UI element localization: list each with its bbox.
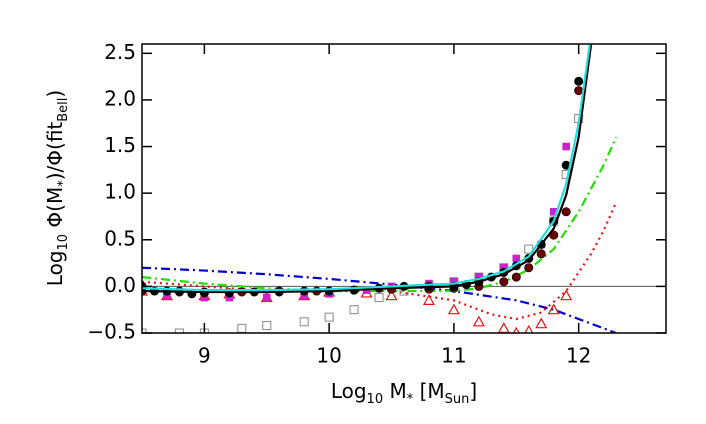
y-tick-label: 2.5 bbox=[104, 40, 136, 64]
marker-square bbox=[450, 277, 458, 286]
marker-open-square bbox=[262, 321, 272, 331]
y-tick-label: 1.0 bbox=[104, 180, 136, 204]
label-part: [M bbox=[413, 379, 444, 403]
marker-open-triangle bbox=[385, 289, 398, 301]
subscript: 10 bbox=[367, 392, 384, 407]
x-tick-label: 9 bbox=[198, 344, 211, 368]
marker-square bbox=[500, 263, 508, 272]
marker-open-triangle bbox=[422, 294, 435, 305]
marker-open-triangle bbox=[560, 289, 573, 301]
plot-area bbox=[142, 44, 666, 333]
marker-open-square bbox=[324, 312, 334, 322]
marker-square bbox=[549, 208, 558, 216]
marker-open-square bbox=[174, 328, 184, 333]
axes-frame bbox=[141, 43, 667, 334]
label-part: )/Φ(fit bbox=[43, 122, 67, 181]
marker-square bbox=[262, 293, 271, 302]
marker-open-triangle bbox=[535, 317, 548, 329]
marker-open-triangle bbox=[497, 322, 510, 333]
series-line bbox=[142, 266, 617, 333]
marker-circle bbox=[536, 249, 546, 259]
x-tick-label: 11 bbox=[441, 344, 466, 368]
y-axis-label: Log10 Φ(M*)/Φ(fitBell) bbox=[43, 90, 71, 286]
marker-open-triangle bbox=[447, 303, 460, 315]
label-part: Φ(M bbox=[43, 187, 67, 234]
marker-circle bbox=[561, 207, 571, 217]
y-tick-label: 1.5 bbox=[104, 133, 136, 157]
y-tick-label: 2.0 bbox=[104, 86, 136, 110]
y-tick-label: −0.5 bbox=[87, 320, 136, 344]
label-part: Log bbox=[43, 250, 67, 286]
y-tick-label: 0.5 bbox=[104, 226, 136, 250]
series-line bbox=[142, 44, 593, 294]
label-part: ] bbox=[469, 379, 477, 403]
label-part: ) bbox=[43, 90, 67, 98]
marker-circle bbox=[511, 272, 521, 282]
subscript: * bbox=[407, 392, 414, 407]
marker-open-triangle bbox=[547, 303, 560, 315]
marker-square bbox=[225, 293, 234, 302]
marker-square bbox=[163, 291, 171, 300]
x-tick-label: 12 bbox=[566, 344, 591, 368]
marker-open-square bbox=[374, 293, 384, 303]
series-line bbox=[142, 44, 591, 292]
label-part: Log bbox=[331, 379, 367, 403]
marker-circle bbox=[574, 86, 584, 96]
marker-square bbox=[512, 254, 521, 263]
marker-open-square bbox=[237, 323, 247, 333]
marker-circle bbox=[524, 263, 534, 273]
marker-open-triangle bbox=[472, 315, 485, 327]
x-axis-label: Log10 M* [MSun] bbox=[331, 379, 477, 407]
label-part: M bbox=[383, 379, 407, 403]
series-line bbox=[142, 136, 618, 293]
marker-square bbox=[300, 291, 308, 300]
marker-open-triangle bbox=[524, 324, 534, 333]
marker-square bbox=[475, 273, 483, 281]
subscript: Sun bbox=[445, 392, 470, 407]
marker-open-square bbox=[299, 317, 309, 327]
marker-square bbox=[562, 142, 570, 151]
marker-circle bbox=[499, 277, 509, 287]
x-tick-label: 10 bbox=[316, 344, 341, 368]
subscript: * bbox=[56, 180, 71, 187]
y-tick-label: 0.0 bbox=[104, 273, 136, 297]
subscript: Bell bbox=[56, 98, 71, 122]
marker-circle bbox=[574, 76, 584, 86]
marker-open-square bbox=[349, 305, 359, 315]
marker-square bbox=[200, 293, 209, 302]
subscript: 10 bbox=[56, 234, 71, 251]
